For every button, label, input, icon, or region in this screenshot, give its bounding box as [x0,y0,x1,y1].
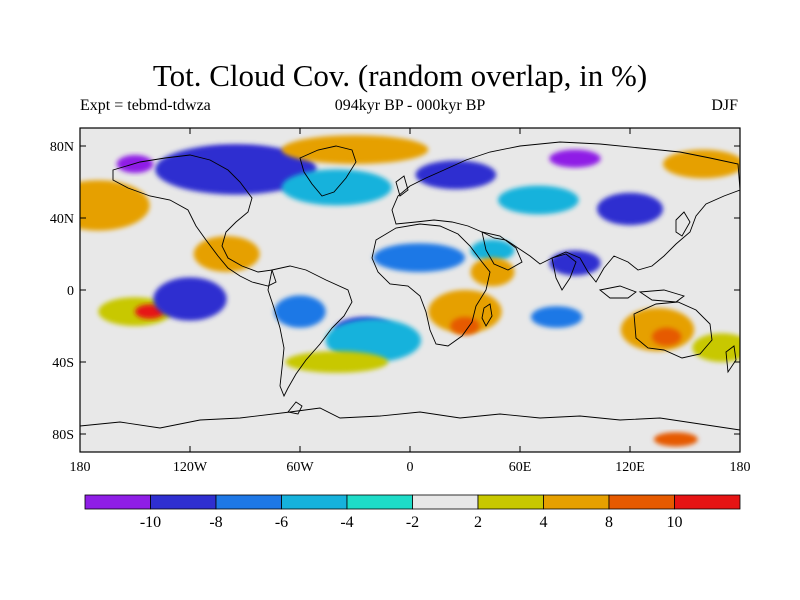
season-label: DJF [711,97,738,114]
lon-label: 180 [70,460,91,475]
lat-label: 40S [52,356,74,371]
colorbar-labels: -10 -8 -6 -4 -2 2 4 8 10 [140,514,683,531]
anomaly-australia-red [652,327,682,346]
colorbar-box [477,494,544,510]
anomaly-south-pacific-yellow [692,333,740,362]
anomaly-siberia-purple [549,149,601,168]
anomaly-north-pacific-orange [80,180,150,231]
colorbar-label: -8 [209,514,222,531]
anomaly-east-africa-orange [470,257,515,287]
anomaly-amazon-blue [274,295,326,328]
anomaly-indian-ocean-blue [531,306,583,328]
coastlines [80,141,740,431]
colorbar-box [84,494,151,510]
period-label: 094kyr BP - 000kyr BP [334,97,486,114]
lon-label: 120E [615,460,645,475]
colorbar-box [281,494,348,510]
anomaly-central-pacific-blue [153,277,227,321]
anomaly-east-pacific-yellow [98,297,172,326]
map-axes: 80N 40N 0 40S 80S 180 120W 60W 0 60E 120E 180 [50,128,751,475]
colorbar-label: -6 [275,514,288,531]
anomaly-north-atlantic-cyan [281,169,392,206]
lat-label: 80N [50,140,74,155]
lat-label: 40N [50,212,74,227]
colorbar-label: 8 [605,514,613,531]
lat-label: 0 [67,284,74,299]
colorbar-box [150,494,217,510]
lon-label: 120W [173,460,208,475]
anomaly-antarctic-red [653,432,698,447]
colorbar-label: -2 [406,514,419,531]
experiment-label: Expt = tebmd-tdwza [80,97,211,114]
anomaly-south-atlantic-yellow [285,351,388,373]
colorbar-label: 4 [540,514,548,531]
anomaly-east-asia-blue [597,192,663,226]
colorbar-label: -10 [140,514,161,531]
colorbar-box [215,494,282,510]
colorbar-box [674,494,741,510]
lat-label: 80S [52,428,74,443]
lon-label: 180 [730,460,751,475]
map-title: Tot. Cloud Cov. (random overlap, in %) [152,58,648,93]
colorbar-box [608,494,675,510]
anomaly-north-europe-blue [415,160,497,190]
colorbar-label: 2 [474,514,482,531]
colorbar-boxes [84,494,741,510]
colorbar-box [543,494,610,510]
colorbar-box [412,494,479,510]
anomaly-bay-of-bengal-blue [549,250,601,276]
lon-label: 0 [407,460,414,475]
lon-label: 60W [286,460,314,475]
anomaly-north-atlantic-orange [281,135,429,165]
colorbar-label: 10 [667,514,683,531]
colorbar-box [346,494,413,510]
anomaly-arabia-cyan [470,239,515,262]
anomaly-alaska-purple [116,155,154,173]
anomaly-central-asia-cyan [497,185,579,215]
lon-label: 60E [509,460,532,475]
anomaly-southern-africa-orange [428,290,502,334]
colorbar-label: -4 [340,514,353,531]
anomaly-south-atlantic-cyan [325,318,422,362]
anomaly-sahara-blue [373,243,465,272]
anomaly-east-siberia-orange [663,149,740,179]
anomaly-fields [80,135,740,447]
